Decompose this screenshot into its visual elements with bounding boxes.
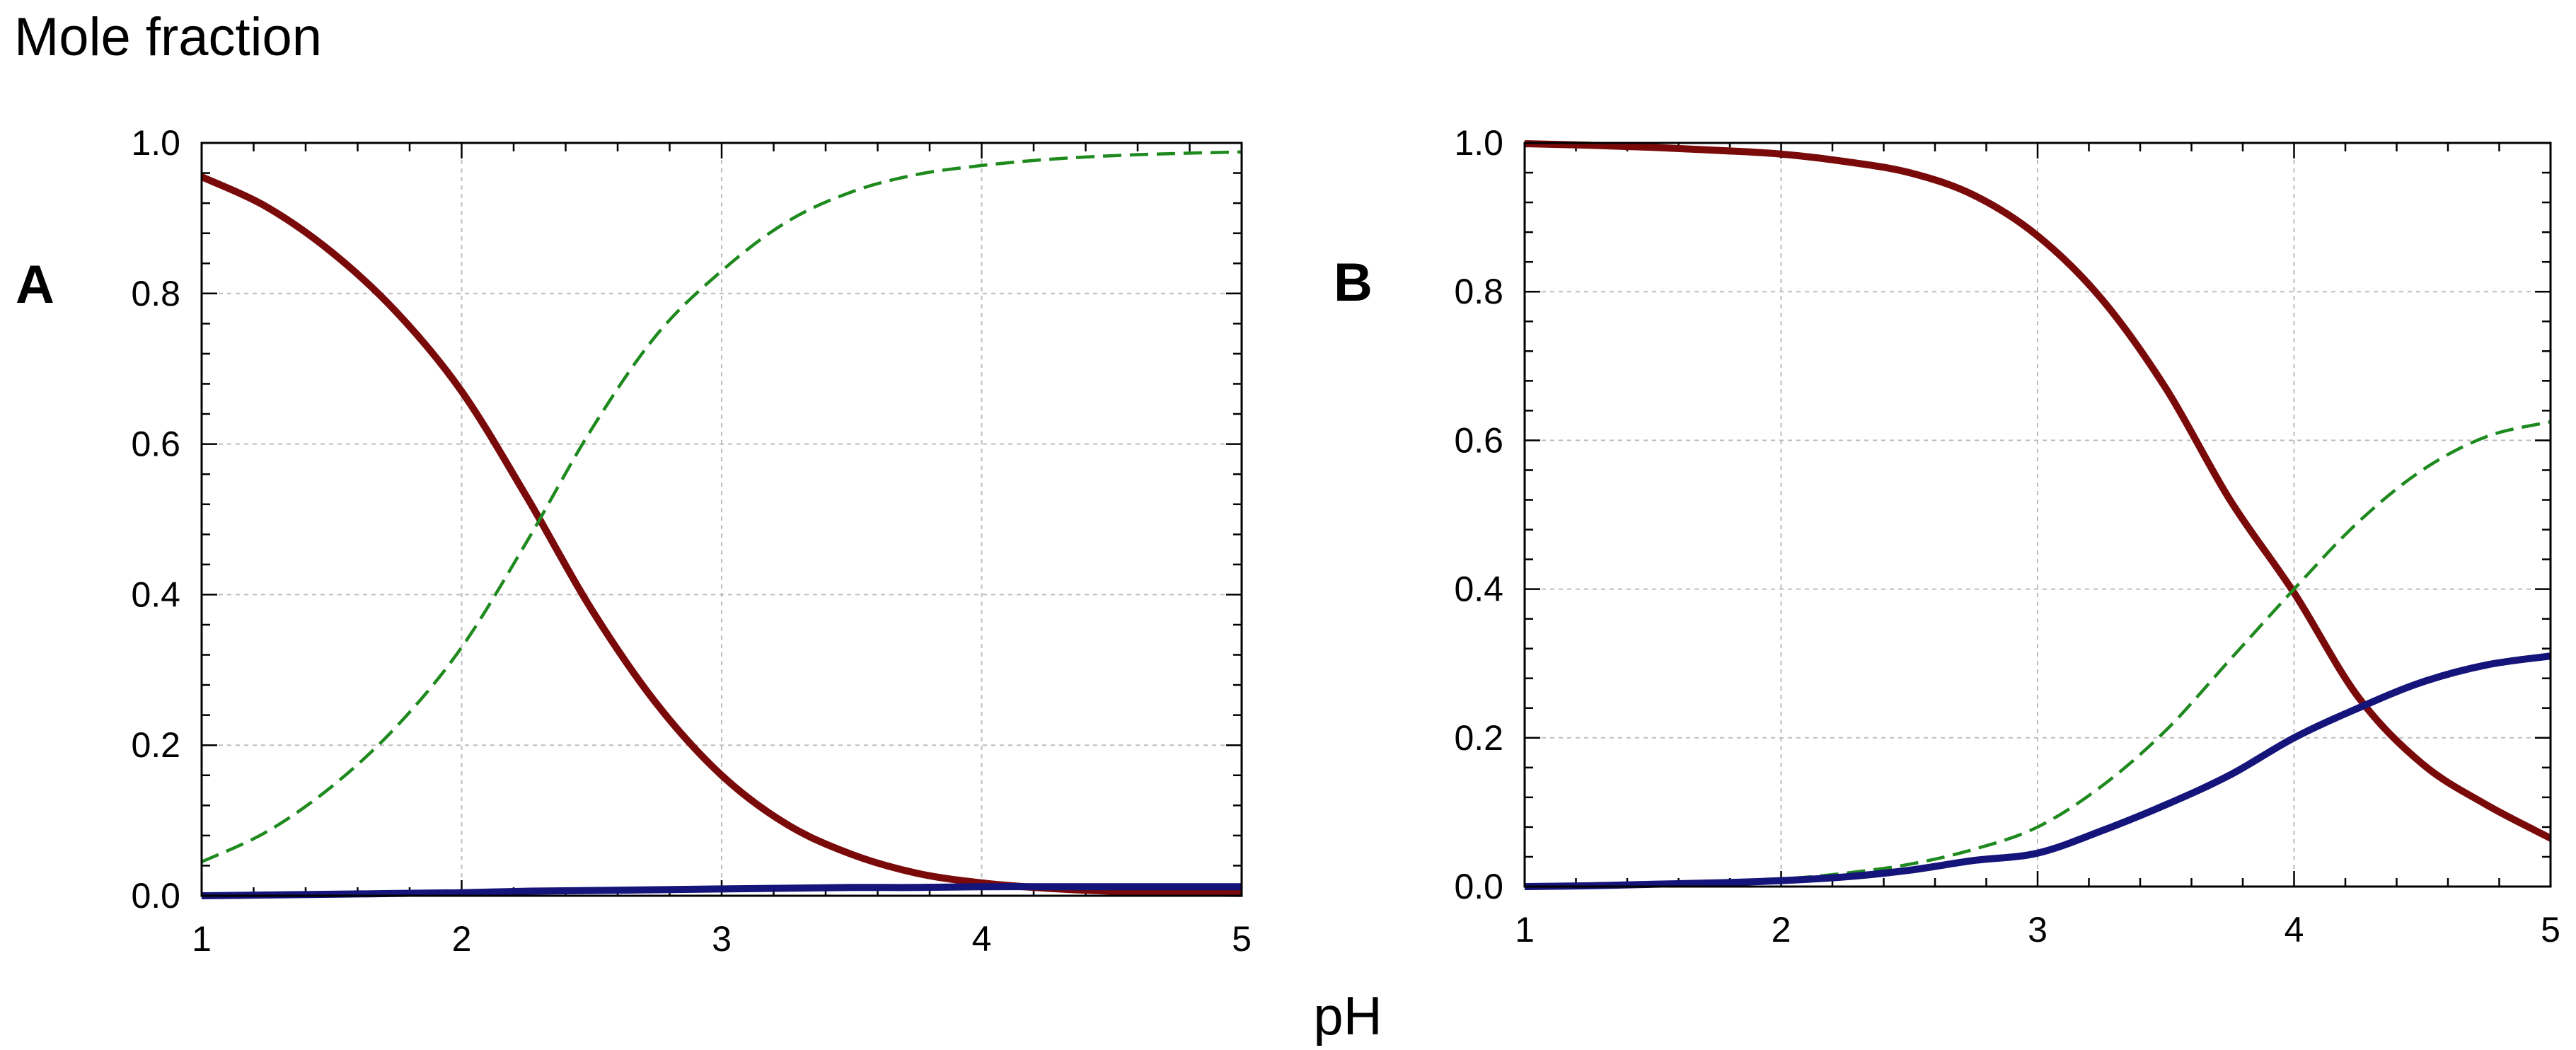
plot-frame	[200, 142, 1243, 897]
x-tick-label: 1	[1515, 910, 1535, 950]
x-tick-label: 2	[452, 919, 472, 959]
plot-frame	[1523, 142, 2552, 888]
y-axis-title: Mole fraction	[14, 7, 322, 67]
series-group	[202, 150, 1242, 899]
series-line-green-dashed	[1525, 420, 2551, 889]
y-tick-label: 0.6	[131, 425, 180, 464]
y-tick-label: 0.6	[1454, 420, 1503, 460]
series-line-dark-red-solid	[1525, 140, 2551, 842]
chart-panel-a: A 1 2 3 4 5 0.0 0.2 0.4 0.6 0.8 1.0	[16, 123, 1252, 959]
y-tick-label: 0.4	[131, 575, 180, 614]
x-tick-label: 2	[1772, 910, 1791, 950]
y-tick-label: 0.0	[1454, 867, 1503, 906]
series-line-navy-solid	[202, 883, 1242, 899]
x-tick-label: 4	[972, 919, 992, 959]
x-tick-label: 5	[1232, 919, 1252, 959]
x-tick-label: 5	[2541, 910, 2560, 950]
panel-label-a: A	[16, 255, 54, 315]
series-group	[1525, 140, 2551, 890]
panel-label-b: B	[1334, 253, 1373, 313]
y-tick-label: 0.2	[131, 725, 180, 765]
x-tick-label: 4	[2285, 910, 2304, 950]
y-tick-label: 1.0	[131, 123, 180, 163]
chart-panel-b: B 1 2 3 4 5 0.0 0.2 0.4 0.6 0.8 1.0	[1334, 123, 2560, 950]
x-tick-label: 3	[2028, 910, 2047, 950]
series-line-navy-solid	[1525, 652, 2551, 890]
y-tick-label: 0.2	[1454, 718, 1503, 758]
y-tick-label: 0.4	[1454, 570, 1503, 609]
y-tick-label: 0.0	[131, 876, 180, 916]
x-tick-label: 1	[192, 919, 212, 959]
x-tick-label: 3	[712, 919, 732, 959]
x-axis-title: pH	[1313, 986, 1382, 1046]
series-line-green-dashed	[202, 150, 1242, 864]
y-tick-label: 0.8	[1454, 272, 1503, 311]
y-tick-label: 1.0	[1454, 123, 1503, 163]
y-tick-label: 0.8	[131, 274, 180, 313]
